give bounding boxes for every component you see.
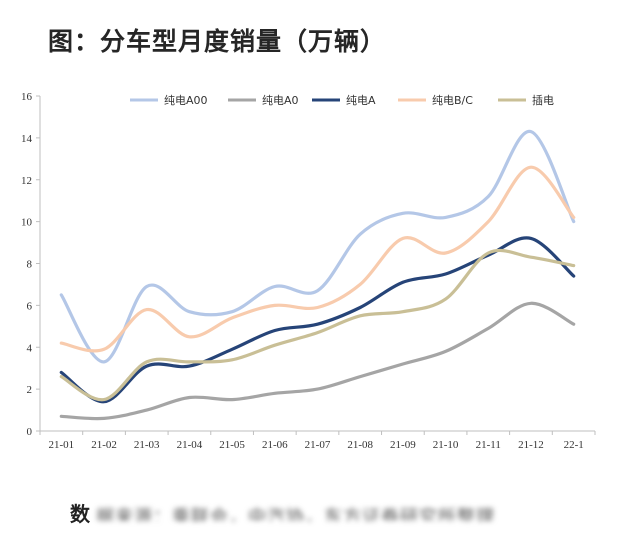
y-tick-label: 6 bbox=[27, 300, 33, 312]
y-tick-label: 14 bbox=[21, 133, 33, 145]
source-footer: 数 据来源：乘联会，中汽协，东方证券研究所整理 bbox=[70, 498, 610, 526]
chart-axes: 0 2 4 6 8 10 12 14 16 21-01 21-02 21-03 21-04 21-05 21… bbox=[21, 91, 596, 451]
x-tick-label: 21-12 bbox=[518, 439, 544, 451]
y-tick-label: 8 bbox=[27, 259, 33, 271]
chart-series-lines bbox=[59, 129, 576, 421]
x-tick-label: 22-1 bbox=[564, 439, 584, 451]
legend-label-3: 纯电B/C bbox=[432, 94, 473, 107]
x-tick-label: 21-06 bbox=[262, 439, 288, 451]
x-tick-label: 21-09 bbox=[390, 439, 416, 451]
y-tick-label: 2 bbox=[27, 384, 33, 396]
page-title: 图：分车型月度销量（万辆） bbox=[48, 27, 387, 56]
x-tick-label: 21-04 bbox=[177, 439, 203, 451]
legend-label-1: 纯电A0 bbox=[262, 94, 299, 107]
x-tick-label: 21-11 bbox=[476, 439, 501, 451]
series-line-4 bbox=[59, 248, 576, 402]
x-tick-label: 21-05 bbox=[219, 439, 245, 451]
y-tick-label: 10 bbox=[21, 217, 33, 229]
x-tick-label: 21-02 bbox=[91, 439, 117, 451]
chart-svg: 0 2 4 6 8 10 12 14 16 21-01 21-02 21-03 21-04 21-05 21… bbox=[21, 91, 596, 451]
y-tick-label: 12 bbox=[21, 175, 32, 187]
x-tick-label: 21-03 bbox=[134, 439, 160, 451]
y-tick-label: 0 bbox=[27, 426, 33, 438]
y-tick-label: 16 bbox=[21, 91, 33, 103]
x-tick-label: 21-08 bbox=[347, 439, 373, 451]
x-tick-label: 21-01 bbox=[49, 439, 75, 451]
footer-lead-char: 数 bbox=[70, 501, 90, 526]
footer-obscured-text: 据来源：乘联会，中汽协，东方证券研究所整理 bbox=[96, 507, 495, 521]
legend-label-2: 纯电A bbox=[346, 94, 376, 107]
x-tick-label: 21-10 bbox=[433, 439, 459, 451]
chart-legend: 纯电A00 纯电A0 纯电A 纯电B/C 插电 bbox=[130, 93, 554, 107]
legend-label-4: 插电 bbox=[532, 93, 554, 107]
line-chart: 0 2 4 6 8 10 12 14 16 21-01 21-02 21-03 21-04 21-05 21… bbox=[21, 91, 596, 451]
series-line-2 bbox=[59, 236, 576, 404]
series-line-3 bbox=[59, 165, 576, 353]
series-line-1 bbox=[59, 301, 576, 421]
y-tick-label: 4 bbox=[27, 342, 33, 354]
x-tick-label: 21-07 bbox=[305, 439, 331, 451]
legend-label-0: 纯电A00 bbox=[164, 94, 208, 107]
series-line-0 bbox=[59, 129, 576, 364]
